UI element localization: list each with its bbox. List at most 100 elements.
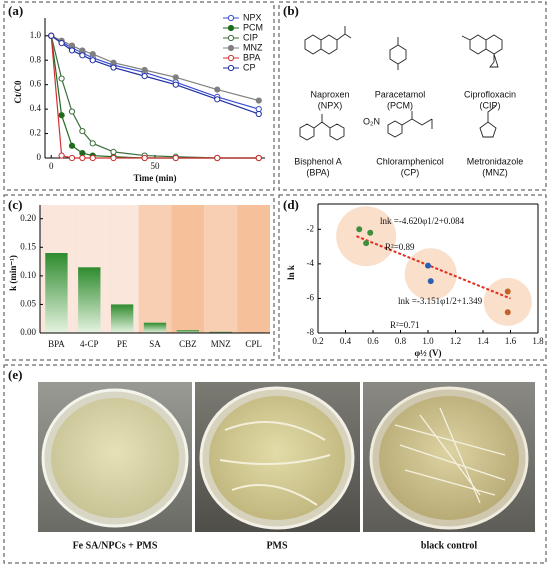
compound-name: Naproxen	[310, 89, 349, 99]
data-point	[427, 278, 434, 285]
data-point	[141, 66, 148, 74]
y-tick-label: 0.20	[20, 213, 36, 223]
compound-name: Paracetamol	[375, 89, 426, 99]
x-tick-label: SA	[149, 339, 161, 349]
data-point	[79, 128, 86, 135]
data-point	[356, 226, 363, 233]
data-point	[141, 73, 148, 80]
panel-frame	[278, 194, 547, 361]
legend-marker	[227, 14, 235, 22]
photos	[38, 382, 535, 532]
agar	[209, 396, 345, 520]
data-point	[504, 288, 511, 295]
trend-line	[356, 235, 511, 300]
legend-label: NPX	[243, 12, 262, 22]
data-point	[110, 154, 117, 162]
x-tick-label: PE	[117, 339, 128, 349]
data-point	[214, 96, 221, 103]
legend-marker	[227, 64, 235, 72]
data-point	[68, 154, 76, 162]
x-tick-label: 1.2	[450, 336, 461, 346]
data-point	[255, 154, 262, 162]
data-point	[110, 148, 117, 155]
compound-abbr: (NPX)	[318, 100, 343, 110]
panel-label: (d)	[283, 197, 299, 212]
compound-name: Bisphenol A	[294, 156, 342, 166]
bar	[176, 330, 200, 333]
bar	[45, 253, 68, 333]
x-tick-label: 0.8	[395, 336, 407, 346]
panel-label: (c)	[8, 197, 22, 212]
category-band	[204, 205, 238, 333]
y-tick-label: 0	[37, 152, 42, 162]
legend-label: CIP	[243, 32, 258, 42]
data-point	[89, 140, 96, 147]
x-tick-label: 0	[49, 161, 54, 171]
data-point	[89, 154, 96, 162]
data-point	[79, 52, 86, 59]
photo-caption: black control	[421, 540, 477, 551]
annotation: lnk =-4.620φ1/2+0.084	[380, 216, 465, 226]
y-tick-label: 0.00	[20, 327, 36, 337]
compound-name: Metronidazole	[467, 156, 524, 166]
x-axis-label: Time (min)	[133, 173, 176, 183]
compound-name: Chloramphenicol	[376, 156, 444, 166]
x-tick-label: CPL	[245, 339, 262, 349]
structure-sketches	[299, 26, 503, 141]
compound-abbr: (CP)	[401, 167, 420, 177]
legend-label: MNZ	[243, 42, 263, 52]
series-line	[50, 35, 259, 159]
y-tick-label: -2	[307, 223, 315, 233]
x-tick-label: 1.4	[477, 336, 489, 346]
legend-label: BPA	[243, 52, 260, 62]
data-point	[141, 154, 148, 162]
legend-marker	[227, 54, 235, 62]
photo-caption: Fe SA/NPCs + PMS	[73, 540, 158, 551]
data-point	[425, 262, 431, 269]
x-tick-label: 1.0	[422, 336, 434, 346]
legend-marker	[227, 34, 235, 42]
panel-frame	[3, 194, 275, 361]
group-halo	[404, 248, 457, 301]
y-axis-label: k (min⁻¹)	[8, 255, 18, 291]
category-band	[237, 205, 270, 333]
data-point	[367, 229, 374, 236]
x-tick-label: 0.2	[312, 336, 323, 346]
legend-label: PCM	[243, 22, 263, 32]
x-tick-label: MNZ	[211, 339, 231, 349]
panel-label: (a)	[8, 3, 23, 18]
y-axis-label: ln k	[286, 265, 296, 280]
annotation: R²=0.89	[385, 242, 415, 252]
data-point	[504, 309, 511, 316]
data-point	[172, 154, 179, 162]
data-point	[68, 142, 76, 149]
photo-caption: PMS	[266, 540, 288, 551]
bar	[143, 322, 167, 333]
panel-label: (e)	[8, 367, 22, 382]
panel-frame	[3, 1, 275, 191]
series-line	[50, 35, 259, 110]
data-point	[214, 154, 221, 162]
series-line	[50, 35, 259, 115]
bar	[110, 304, 134, 333]
legend-marker	[227, 44, 235, 52]
data-point	[68, 47, 76, 54]
agar	[379, 396, 519, 520]
x-tick-label: BPA	[48, 339, 65, 349]
chart: -2 -4 -6 -80.2 0.4 0.6 0.8 1.0 1.2 1.4 1.6 1.8 φ½ (V…	[286, 203, 544, 358]
data-point	[58, 152, 65, 159]
legend-label: CP	[243, 62, 256, 72]
chart: 0 0.2 0.4 0.6 0.8 1.0 0 50 Time (min) Ct/C0 NPXPCM…	[13, 12, 265, 183]
data-point	[89, 57, 96, 64]
y-tick-label: -4	[307, 258, 315, 268]
bar	[209, 331, 232, 333]
data-point	[89, 51, 96, 58]
x-tick-label: CBZ	[179, 339, 197, 349]
y-tick-label: 0.10	[20, 270, 36, 280]
panel-frame	[3, 364, 547, 564]
x-tick-label: 4-CP	[80, 339, 99, 349]
data-point	[58, 40, 65, 47]
compound-abbr: (MNZ)	[482, 167, 508, 177]
group-halo	[483, 277, 532, 326]
